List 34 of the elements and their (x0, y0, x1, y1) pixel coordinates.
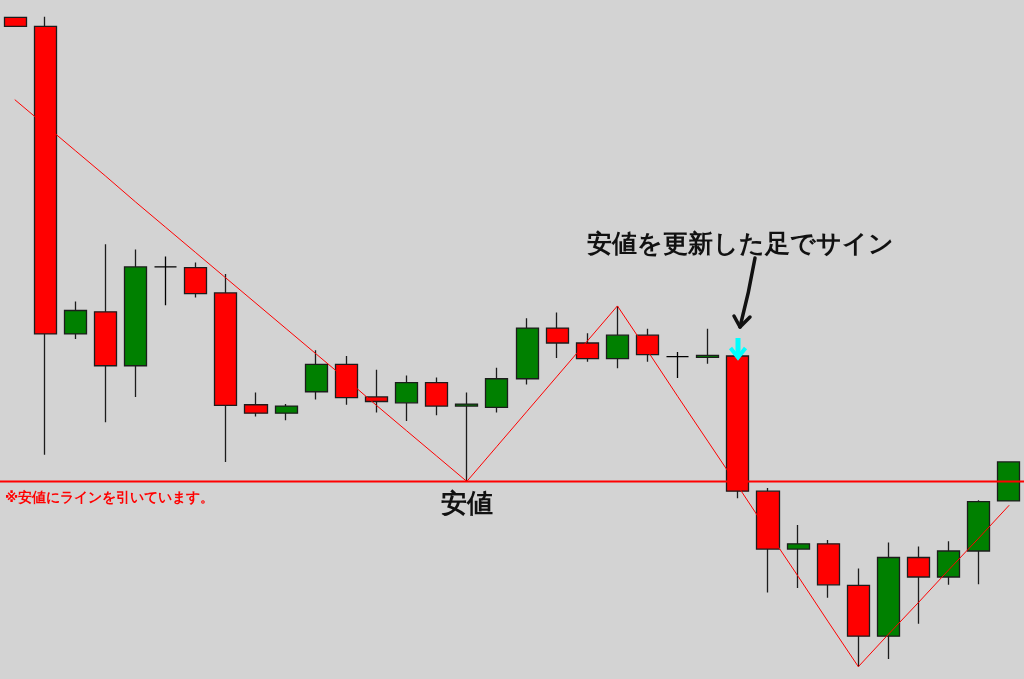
candlestick (63, 300, 88, 340)
candlestick (515, 317, 540, 386)
candlestick (274, 403, 299, 421)
candlestick (304, 349, 329, 401)
candlestick (153, 255, 178, 306)
candlestick (424, 376, 449, 416)
candlestick (123, 248, 148, 398)
candlestick (665, 351, 690, 379)
candlestick (93, 243, 118, 423)
candlestick (966, 499, 991, 585)
candlestick (996, 461, 1021, 502)
candlestick (394, 374, 419, 422)
candlestick (635, 328, 660, 363)
candlestick (575, 332, 600, 363)
candlestick (454, 391, 479, 483)
candlestick (3, 16, 28, 28)
ref-line-label: 安値 (440, 488, 493, 519)
candlestick (183, 261, 208, 299)
annotation: ※安値にラインを引いています。 (5, 489, 215, 506)
candlestick (213, 273, 238, 463)
candlestick (786, 524, 811, 589)
candlestick (936, 540, 961, 586)
annotation: 安値を更新した足でサイン (587, 228, 895, 258)
candlestick (876, 541, 901, 660)
candlestick (243, 391, 269, 418)
candlestick (695, 328, 720, 365)
candlestick (334, 355, 359, 406)
candlestick (605, 305, 630, 369)
candlestick (816, 539, 841, 599)
candlestick (545, 311, 570, 359)
candlestick (364, 369, 389, 414)
candlestick (906, 545, 931, 625)
candlestick (755, 487, 781, 594)
candlestick (484, 367, 509, 414)
